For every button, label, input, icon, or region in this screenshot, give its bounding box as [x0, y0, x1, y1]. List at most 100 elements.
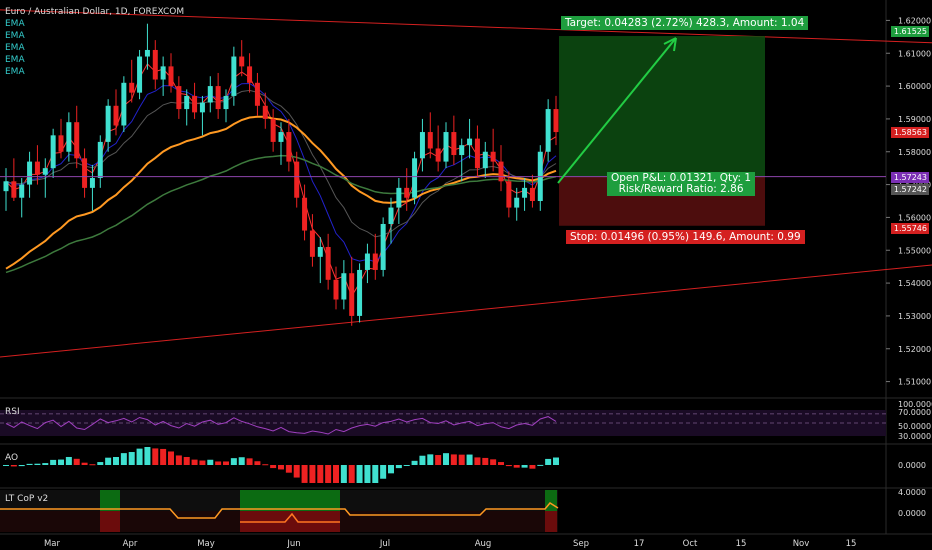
price-tag-entry: 1.57243 — [891, 172, 929, 183]
rsi-level-label: 100.0000 — [898, 400, 932, 409]
ao-bar — [191, 459, 198, 465]
cop-red-zone — [240, 511, 340, 532]
candle-body — [317, 246, 323, 257]
ao-bar — [254, 461, 261, 465]
y-tick-label: 1.62000 — [898, 16, 931, 25]
ao-bar — [553, 457, 559, 465]
pnl-label: Open P&L: 0.01321, Qty: 1 — [611, 172, 752, 184]
ao-bar — [168, 451, 174, 465]
candle-body — [474, 138, 480, 169]
candle-body — [341, 273, 347, 300]
cop-pane-title: LT CoP v2 — [5, 494, 49, 504]
ao-bar — [120, 453, 127, 465]
candle-body — [435, 148, 441, 162]
y-tick-label: 1.56000 — [898, 213, 931, 222]
candle-body — [144, 49, 150, 57]
ao-bar — [73, 458, 80, 465]
ao-bar — [293, 465, 300, 478]
ao-bar — [395, 465, 402, 469]
x-tick-label: Nov — [793, 539, 810, 549]
candle-body — [498, 161, 504, 182]
ao-bar — [144, 447, 151, 465]
ao-bar — [403, 465, 410, 466]
ao-bar — [505, 465, 512, 467]
candle-body — [482, 151, 488, 169]
ao-bar — [364, 465, 371, 483]
ao-bar — [278, 465, 284, 470]
candle-body — [247, 66, 253, 83]
candle-body — [152, 49, 158, 80]
ao-bar — [348, 465, 355, 483]
cop-red-zone — [100, 511, 120, 532]
candle-body — [467, 138, 473, 146]
position-overlay — [0, 36, 886, 226]
ao-bar — [340, 465, 347, 483]
candle-body — [42, 168, 48, 175]
ao-pane-title: AO — [5, 453, 19, 463]
stop-label: Stop: 0.01496 (0.95%) 149.6, Amount: 0.9… — [566, 230, 805, 244]
ao-bar — [128, 452, 135, 465]
candle-body — [278, 132, 284, 142]
ao-bar — [262, 464, 269, 466]
candle-body — [419, 132, 425, 159]
candle-body — [302, 197, 308, 231]
target-label: Target: 0.04283 (2.72%) 428.3, Amount: 1… — [561, 16, 809, 30]
candle-body — [192, 95, 198, 113]
legend-ema-5: EMA — [5, 67, 25, 77]
ao-bar — [419, 455, 426, 465]
ema-line — [5, 82, 557, 263]
candle-body — [396, 187, 402, 208]
rsi-pane-title: RSI — [5, 407, 20, 417]
ao-bar — [537, 464, 544, 466]
pnl-box: Open P&L: 0.01321, Qty: 1 Risk/Reward Ra… — [607, 172, 756, 196]
candle-body — [82, 158, 88, 188]
chart-legend: Euro / Australian Dollar, 1D, FOREXCOM E… — [5, 6, 184, 78]
x-tick-label: Aug — [475, 539, 492, 549]
x-tick-label: Jun — [286, 539, 300, 549]
ao-bar — [223, 461, 229, 465]
candle-body — [333, 279, 339, 300]
legend-ema-1: EMA — [5, 19, 25, 29]
candle-body — [254, 82, 260, 106]
candle-body — [137, 56, 143, 93]
candle-body — [522, 187, 528, 198]
ao-bar — [97, 462, 104, 465]
candle-body — [97, 141, 103, 179]
y-tick-label: 1.52000 — [898, 345, 931, 354]
grid — [0, 0, 932, 535]
chart-title: Euro / Australian Dollar, 1D, FOREXCOM — [5, 7, 185, 17]
candle-body — [451, 132, 457, 156]
ao-bar — [427, 454, 434, 465]
trendline — [0, 264, 932, 358]
x-tick-label: 15 — [846, 539, 857, 549]
candle-body — [3, 181, 9, 192]
legend-ema-3: EMA — [5, 43, 25, 53]
rsi-level-label: 70.0000 — [898, 408, 931, 417]
price-tag-current: 1.57242 — [891, 184, 929, 195]
ao-bar — [309, 465, 316, 483]
candlesticks — [3, 23, 559, 326]
x-tick-label: 17 — [634, 539, 645, 549]
x-tick-label: Mar — [44, 539, 61, 549]
y-tick-label: 1.61000 — [898, 49, 931, 58]
ao-bar — [333, 465, 339, 483]
ema-line — [5, 115, 557, 270]
ao-bar — [230, 458, 237, 465]
candle-body — [388, 207, 394, 224]
target-zone — [559, 36, 765, 177]
ao-bar — [474, 457, 481, 465]
cop-red-zone — [545, 511, 557, 532]
candle-body — [459, 145, 465, 156]
ao-bar — [215, 461, 222, 465]
ao-bar — [490, 459, 497, 465]
candle-body — [176, 86, 182, 110]
ao-bar — [18, 465, 25, 467]
candle-body — [223, 95, 229, 110]
x-tick-label: May — [197, 539, 215, 549]
candle-body — [309, 230, 315, 257]
ao-bar — [521, 465, 528, 468]
candle-body — [105, 105, 111, 142]
price-tag-last: 1.58563 — [891, 127, 929, 138]
candle-body — [239, 56, 245, 67]
